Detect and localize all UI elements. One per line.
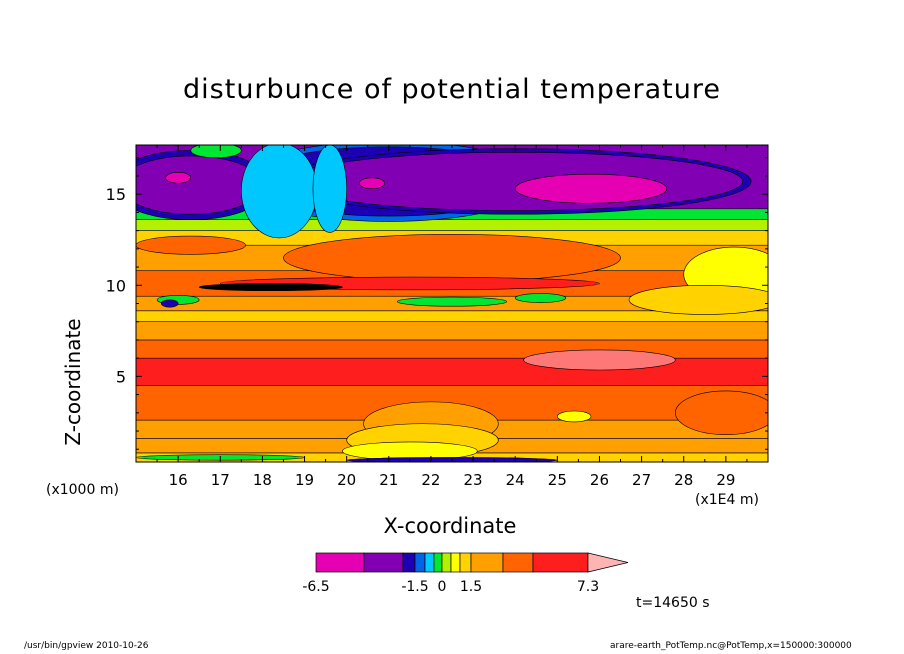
contour-region (190, 145, 242, 159)
contour-region (396, 296, 508, 307)
colorbar-segment (450, 552, 461, 573)
colorbar-segment (502, 552, 534, 573)
contour-band (136, 339, 768, 359)
contour-region (287, 151, 744, 211)
contour-region (165, 172, 192, 184)
contour-band (136, 219, 768, 231)
contour-region (283, 233, 621, 282)
x-tick-label: 17 (211, 471, 230, 489)
contour-band (136, 321, 768, 341)
x-tick-label: 20 (337, 471, 356, 489)
y-axis-ticks: 5 10 15 (106, 157, 768, 450)
x-tick-label: 28 (674, 471, 693, 489)
colorbar-segment (414, 552, 426, 573)
colorbar-arrow (587, 552, 629, 573)
colorbar-segment (470, 552, 504, 573)
colorbar-segment (532, 552, 589, 573)
x-tick-label: 22 (421, 471, 440, 489)
footer-command: /usr/bin/gpview 2010-10-26 (24, 641, 149, 651)
y-tick-label: 10 (106, 276, 126, 295)
contour-region (523, 349, 676, 371)
footer-source: arare-earth_PotTemp.nc@PotTemp,x=150000:… (610, 641, 852, 651)
colorbar-label: 0 (438, 579, 447, 595)
x-tick-label: 27 (632, 471, 651, 489)
x-tick-label: 23 (464, 471, 483, 489)
colorbar-segment (433, 552, 443, 573)
contour-region (514, 173, 668, 204)
y-tick-label: 5 (116, 367, 126, 386)
contour-region (557, 410, 592, 423)
contour-region (675, 390, 768, 435)
colorbar-segment (441, 552, 452, 573)
chart-title: disturbunce of potential temperature (183, 74, 721, 105)
contour-region (628, 284, 768, 315)
x-tick-label: 25 (548, 471, 567, 489)
x-tick-label: 19 (295, 471, 314, 489)
y-tick-label: 15 (106, 185, 126, 204)
colorbar-segment (402, 552, 416, 573)
colorbar-segment (363, 552, 404, 573)
colorbar-label: -1.5 (401, 579, 428, 595)
colorbar-segment (424, 552, 435, 573)
contour-region (241, 145, 318, 239)
time-stamp: t=14650 s (636, 595, 710, 611)
colorbar-label: -6.5 (302, 579, 329, 595)
x-units-label: (x1E4 m) (695, 492, 759, 508)
colorbar-segment (315, 552, 365, 573)
x-tick-label: 16 (169, 471, 188, 489)
y-units-label: (x1000 m) (46, 482, 119, 498)
x-tick-label: 18 (253, 471, 272, 489)
x-tick-label: 29 (716, 471, 735, 489)
colorbar-segment (459, 552, 472, 573)
colorbar: -6.5 -1.5 0 1.5 7.3 (302, 552, 629, 595)
x-axis-label: X-coordinate (383, 514, 517, 538)
x-tick-label: 26 (590, 471, 609, 489)
contour-region (136, 235, 246, 255)
contour-field (136, 145, 768, 462)
contour-region (136, 155, 263, 215)
x-tick-label: 21 (379, 471, 398, 489)
contour-region (198, 283, 343, 292)
x-tick-label: 24 (506, 471, 525, 489)
colorbar-label: 1.5 (460, 579, 482, 595)
contour-region (160, 299, 179, 308)
x-axis-ticks: 16 17 18 19 20 21 22 23 24 25 26 27 28 29 (156, 145, 748, 489)
contour-region (312, 145, 347, 233)
contour-region (514, 293, 567, 303)
colorbar-label: 7.3 (577, 579, 599, 595)
contour-region (359, 177, 385, 190)
